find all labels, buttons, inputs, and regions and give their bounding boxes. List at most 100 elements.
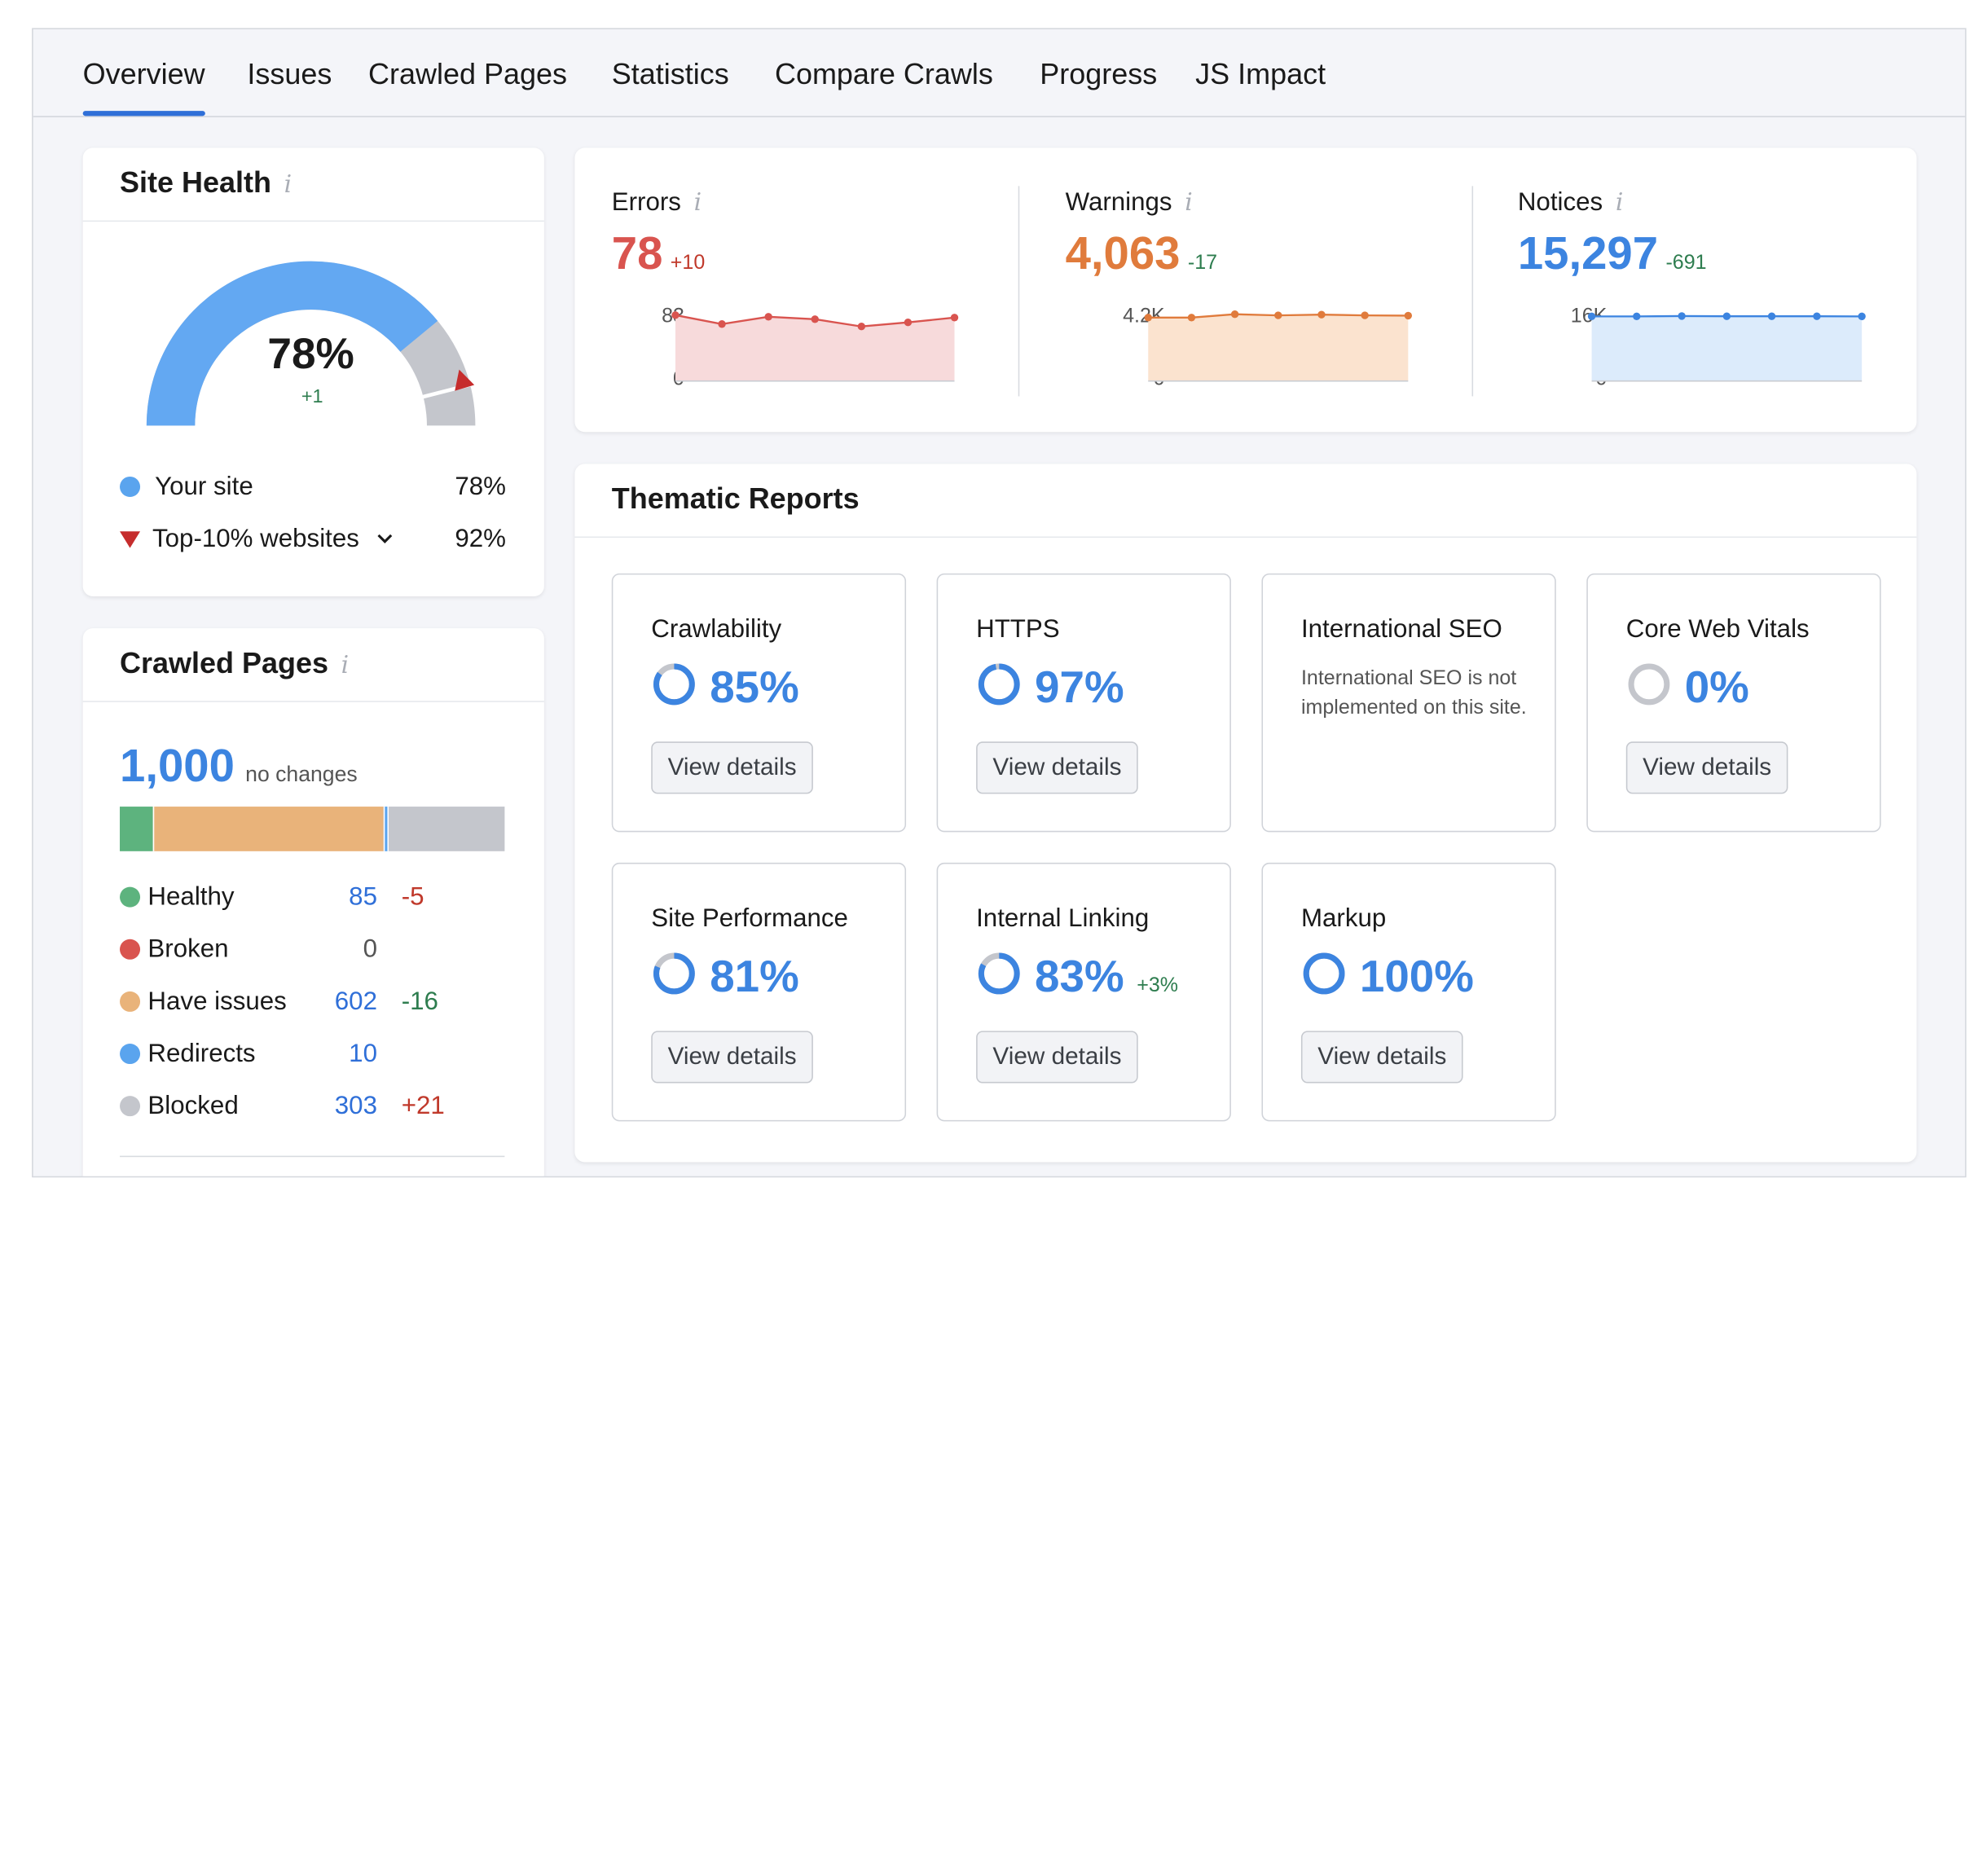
legend-label: Redirects [147, 1040, 255, 1067]
crawled-legend-row[interactable]: Healthy [120, 883, 234, 912]
notices-area [1592, 316, 1863, 381]
legend-top10-dropdown[interactable]: Top-10% websites [120, 525, 394, 554]
notices-value[interactable]: 15,297-691 [1518, 226, 1707, 280]
errors-point [904, 319, 912, 326]
crawled-legend-row[interactable]: Broken [120, 935, 229, 965]
view-details-button[interactable]: View details [1626, 741, 1788, 794]
legend-count[interactable]: 303 [335, 1092, 377, 1121]
notices-axis-max: 16K [1571, 306, 1608, 328]
legend-label: Healthy [147, 883, 234, 911]
report-percent: 0% [1685, 662, 1749, 712]
bar-segment-healthy[interactable] [120, 807, 152, 851]
info-icon[interactable]: i [1616, 188, 1624, 216]
report-title: Markup [1301, 905, 1386, 934]
legend-count[interactable]: 10 [349, 1040, 377, 1069]
errors-count: 78 [612, 226, 663, 279]
errors-area [675, 315, 955, 381]
legend-your-site: Your site [120, 473, 253, 502]
warnings-sparkline [574, 147, 1916, 432]
notices-point [1633, 313, 1640, 320]
tab-js-impact[interactable]: JS Impact [1195, 57, 1326, 91]
notices-title: Notices [1518, 188, 1603, 216]
top10-value: 92% [455, 525, 506, 554]
ring-track [1631, 666, 1667, 702]
legend-count[interactable]: 85 [349, 883, 377, 912]
errors-delta: +10 [671, 253, 705, 275]
crawled-change: no changes [245, 762, 357, 786]
info-icon[interactable]: i [1185, 188, 1193, 216]
view-details-button[interactable]: View details [651, 1031, 813, 1083]
tab-overview[interactable]: Overview [83, 57, 205, 91]
tab-progress[interactable]: Progress [1040, 57, 1157, 91]
legend-label: Blocked [147, 1092, 238, 1119]
info-icon[interactable]: i [694, 188, 702, 216]
tab-crawled-pages[interactable]: Crawled Pages [368, 57, 567, 91]
warnings-line [1148, 314, 1408, 318]
site-audit-window: Overview Issues Crawled Pages Statistics… [32, 28, 1966, 1177]
tab-compare-crawls[interactable]: Compare Crawls [775, 57, 993, 91]
errors-value[interactable]: 78 +10 [612, 226, 705, 280]
crawled-legend-row[interactable]: Redirects [120, 1040, 256, 1069]
report-title: Internal Linking [976, 905, 1149, 934]
report-percent: 85% [710, 662, 799, 712]
crawled-total[interactable]: 1,000 no changes [120, 739, 358, 793]
view-details-button[interactable]: View details [1301, 1031, 1463, 1083]
report-percent: 100% [1360, 952, 1474, 1001]
warnings-delta: -17 [1188, 253, 1217, 275]
tab-issues[interactable]: Issues [247, 57, 332, 91]
legend-delta: +21 [402, 1092, 445, 1121]
status-dot-icon [120, 1044, 140, 1064]
warnings-point [1361, 311, 1368, 319]
bar-segment-have-issues[interactable] [152, 807, 384, 851]
tab-statistics[interactable]: Statistics [612, 57, 729, 91]
errors-point [764, 313, 772, 320]
legend-count[interactable]: 0 [363, 935, 377, 965]
notices-count: 15,297 [1518, 226, 1658, 279]
info-icon[interactable]: i [284, 171, 292, 199]
errors-sparkline [574, 147, 1916, 432]
warnings-point [1188, 314, 1195, 321]
crawled-pages-title: Crawled Pages [120, 646, 328, 679]
report-score[interactable]: 100% [1301, 951, 1474, 1002]
view-details-button[interactable]: View details [976, 741, 1138, 794]
legend-count[interactable]: 602 [335, 987, 377, 1017]
crawled-pages-header: Crawled Pages i [83, 628, 544, 702]
errors-point [811, 315, 819, 323]
report-score[interactable]: 0% [1626, 662, 1749, 713]
view-details-button[interactable]: View details [976, 1031, 1138, 1083]
warnings-axis-min: 0 [1154, 368, 1165, 391]
report-score[interactable]: 83%+3% [976, 951, 1178, 1002]
warnings-value[interactable]: 4,063 -17 [1066, 226, 1217, 280]
info-icon[interactable]: i [341, 651, 350, 679]
report-card-internal-linking: Internal Linking 83%+3% View details [937, 863, 1231, 1122]
report-score[interactable]: 81% [651, 951, 799, 1002]
report-title: Site Performance [651, 905, 848, 934]
warnings-point [1405, 312, 1412, 319]
thematic-reports-header: Thematic Reports [574, 464, 1916, 538]
view-details-button[interactable]: View details [651, 741, 813, 794]
crawled-legend-row[interactable]: Have issues [120, 987, 287, 1017]
notices-point [1858, 313, 1865, 320]
chevron-down-icon [376, 533, 394, 546]
errors-axis-max: 83 [662, 306, 684, 328]
notices-sparkline [574, 147, 1916, 432]
report-delta: +3% [1137, 975, 1178, 997]
crawled-legend-row[interactable]: Blocked [120, 1092, 239, 1121]
report-score[interactable]: 97% [976, 662, 1124, 713]
warnings-count: 4,063 [1066, 226, 1181, 279]
report-score[interactable]: 85% [651, 662, 799, 713]
progress-ring-icon [1626, 662, 1672, 707]
report-card-site-performance: Site Performance 81% View details [612, 863, 906, 1122]
bar-segment-blocked[interactable] [388, 807, 504, 851]
divider [1472, 186, 1474, 396]
errors-point [858, 323, 865, 330]
your-site-dot-icon [120, 477, 140, 497]
errors-line [675, 315, 955, 327]
legend-label: Have issues [147, 987, 286, 1015]
site-health-gauge: 78% +1 [83, 222, 544, 438]
